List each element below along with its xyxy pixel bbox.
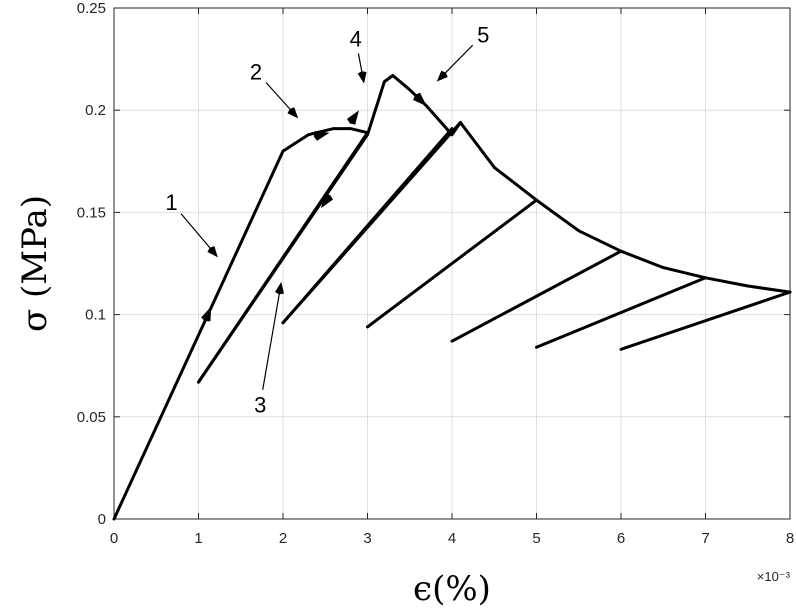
direction-arrowhead — [313, 131, 330, 141]
y-axis-label: σ (MPa) — [15, 195, 55, 332]
series-line — [112, 127, 369, 521]
series-line — [535, 276, 707, 349]
annotation-arrowhead — [207, 246, 218, 258]
x-tick-label: 5 — [532, 530, 540, 547]
x-tick-label: 8 — [786, 530, 794, 547]
annotation-label: 4 — [350, 27, 362, 52]
x-axis-label: ϵ(%) — [413, 569, 491, 609]
y-tick-label: 0.15 — [77, 204, 106, 221]
series-line — [281, 127, 454, 325]
x-tick-label: 1 — [194, 530, 202, 547]
annotation-label: 3 — [254, 393, 266, 418]
y-tick-label: 0.1 — [85, 307, 106, 324]
series-line — [366, 198, 538, 329]
x-tick-label: 4 — [448, 530, 456, 547]
x-tick-label: 7 — [701, 530, 709, 547]
series-line — [619, 290, 792, 351]
direction-arrowhead — [321, 193, 333, 209]
y-tick-label: 0.05 — [77, 409, 106, 426]
x-tick-label: 3 — [363, 530, 371, 547]
y-tick-label: 0.2 — [85, 102, 106, 119]
x-tick-label: 6 — [617, 530, 625, 547]
series-line — [197, 74, 462, 384]
annotation-label: 2 — [250, 59, 262, 84]
annotation-arrow — [265, 82, 294, 113]
annotation-arrow — [262, 289, 281, 390]
annotation-arrow — [180, 213, 214, 252]
x-tick-label: 2 — [279, 530, 287, 547]
annotation-arrow — [441, 44, 474, 77]
direction-arrowhead — [201, 306, 212, 322]
annotation-arrowhead — [287, 107, 299, 119]
annotation-arrowhead — [357, 71, 367, 84]
annotation-arrowhead — [275, 281, 284, 295]
direction-arrowhead — [347, 110, 359, 125]
axis-ticks: 0 1 2 3 4 5 6 7 8 0 0.05 0.1 0.15 0.2 0.25 — [77, 0, 794, 547]
annotation-label: 5 — [477, 23, 489, 48]
series-layer — [112, 74, 792, 521]
series-line — [450, 249, 623, 343]
y-tick-label: 0.25 — [77, 0, 106, 17]
direction-arrowhead — [413, 92, 427, 107]
annotation-arrowhead — [436, 70, 448, 82]
x-tick-label: 0 — [110, 530, 118, 547]
annotation-label: 1 — [165, 190, 177, 215]
x-exponent-label: ×10⁻³ — [757, 569, 791, 584]
series-line — [458, 121, 792, 294]
y-tick-label: 0 — [98, 511, 106, 528]
annotations: 1 2 3 4 5 — [165, 23, 489, 418]
